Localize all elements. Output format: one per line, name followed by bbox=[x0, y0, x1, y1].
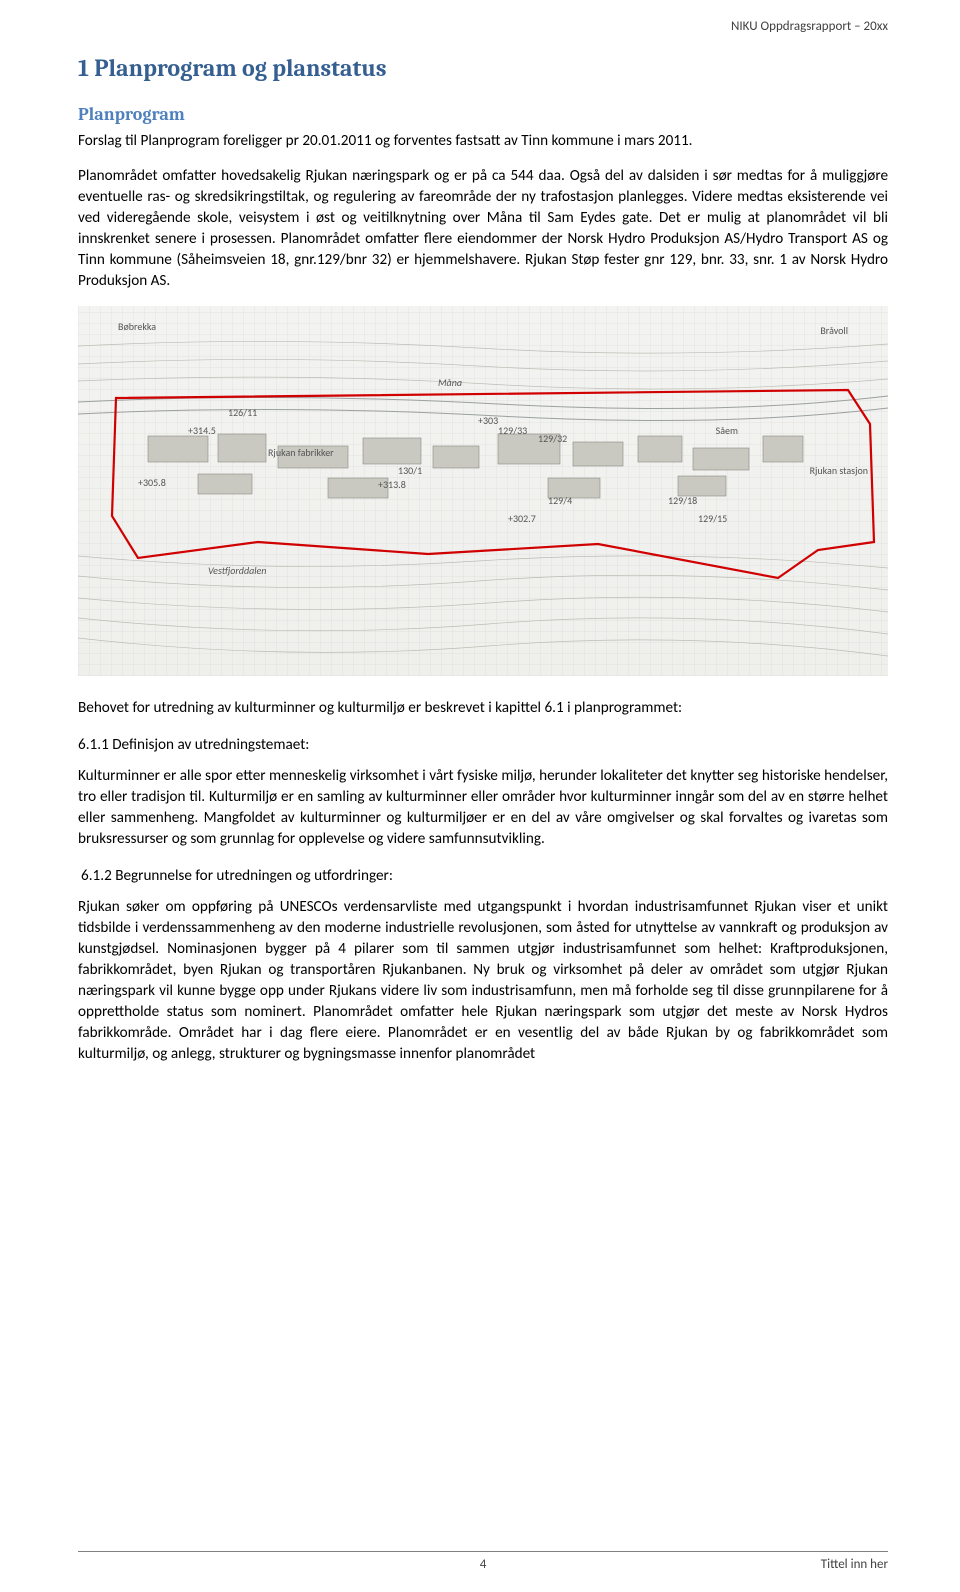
paragraph-612: Rjukan søker om oppføring på UNESCOs ver… bbox=[78, 897, 888, 1065]
map-label: +313.8 bbox=[378, 478, 406, 492]
page-title: 1 Planprogram og planstatus bbox=[78, 52, 888, 86]
map-label: Vestfjorddalen bbox=[208, 564, 266, 578]
footer-page-number: 4 bbox=[480, 1556, 487, 1574]
map-label: 129/33 bbox=[498, 424, 527, 438]
plan-area-map: Bøbrekka Måna Bråvoll Rjukan fabrikker S… bbox=[78, 306, 888, 676]
subheading-612: 6.1.2 Begrunnelse for utredningen og utf… bbox=[78, 866, 888, 887]
map-label: Rjukan fabrikker bbox=[268, 446, 334, 460]
paragraph-intro-1: Forslag til Planprogram foreligger pr 20… bbox=[78, 131, 888, 152]
map-label: +303 bbox=[478, 414, 498, 428]
map-label: 129/18 bbox=[668, 494, 697, 508]
map-label: Bøbrekka bbox=[118, 320, 156, 334]
paragraph-611: Kulturminner er alle spor etter menneske… bbox=[78, 766, 888, 850]
map-label: Bråvoll bbox=[820, 324, 848, 338]
map-label: 129/32 bbox=[538, 432, 567, 446]
map-label: +302.7 bbox=[508, 512, 536, 526]
map-label: Rjukan stasjon bbox=[810, 464, 868, 478]
map-label: 129/15 bbox=[698, 512, 727, 526]
map-label: Såem bbox=[716, 424, 738, 438]
paragraph-intro-2: Planområdet omfatter hovedsakelig Rjukan… bbox=[78, 166, 888, 292]
map-label: 129/4 bbox=[548, 494, 572, 508]
map-label: 126/11 bbox=[228, 406, 257, 420]
footer-title: Tittel inn her bbox=[821, 1556, 888, 1574]
map-label: Måna bbox=[438, 376, 462, 390]
page-footer: 4 Tittel inn her bbox=[78, 1551, 888, 1574]
section-heading-planprogram: Planprogram bbox=[78, 102, 888, 127]
subheading-611: 6.1.1 Definisjon av utredningstemaet: bbox=[78, 735, 888, 756]
paragraph-behov: Behovet for utredning av kulturminner og… bbox=[78, 698, 888, 719]
map-svg bbox=[78, 306, 888, 676]
header-report-id: NIKU Oppdragsrapport – 20xx bbox=[731, 18, 888, 36]
map-label: +314.5 bbox=[188, 424, 216, 438]
map-label: +305.8 bbox=[138, 476, 166, 490]
map-label: 130/1 bbox=[398, 464, 422, 478]
